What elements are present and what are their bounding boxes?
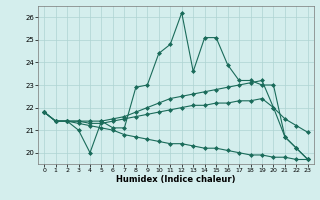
X-axis label: Humidex (Indice chaleur): Humidex (Indice chaleur) xyxy=(116,175,236,184)
